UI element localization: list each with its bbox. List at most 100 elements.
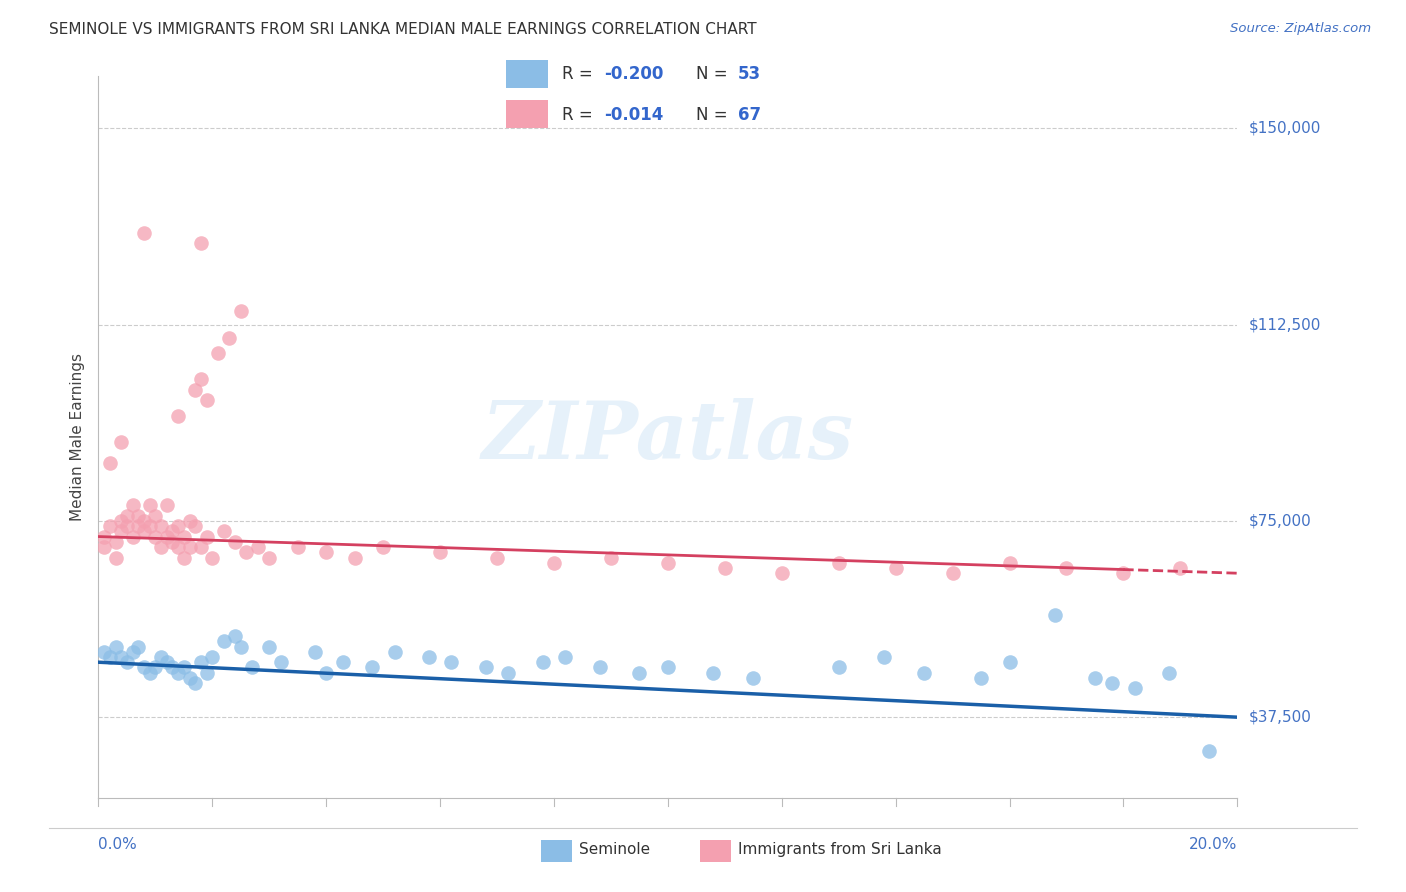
Text: N =: N =: [696, 64, 733, 83]
Point: [127, 519, 149, 533]
Point: [104, 640, 127, 654]
Point: [224, 534, 246, 549]
Point: [702, 665, 724, 680]
Text: $37,500: $37,500: [1249, 710, 1312, 724]
Point: [150, 519, 173, 533]
Text: 20.0%: 20.0%: [1189, 838, 1237, 852]
Point: [121, 645, 143, 659]
Point: [184, 383, 207, 397]
Point: [224, 629, 246, 643]
Text: R =: R =: [562, 105, 599, 124]
Point: [110, 435, 132, 450]
Point: [912, 665, 935, 680]
Point: [121, 498, 143, 512]
Point: [173, 530, 195, 544]
Point: [970, 671, 993, 685]
Point: [150, 540, 173, 554]
Point: [98, 519, 121, 533]
Point: [531, 655, 554, 669]
Point: [162, 660, 184, 674]
Point: [600, 550, 623, 565]
Point: [127, 508, 149, 523]
Point: [315, 665, 337, 680]
Point: [543, 556, 565, 570]
Point: [156, 655, 179, 669]
Point: [1170, 561, 1192, 575]
Point: [1123, 681, 1146, 696]
Point: [218, 330, 240, 344]
Point: [167, 519, 190, 533]
Point: [173, 550, 195, 565]
Point: [259, 640, 281, 654]
Point: [195, 530, 218, 544]
Text: -0.014: -0.014: [605, 105, 664, 124]
Point: [373, 540, 395, 554]
Y-axis label: Median Male Earnings: Median Male Earnings: [69, 353, 84, 521]
Point: [132, 226, 155, 240]
Point: [212, 634, 235, 648]
Point: [110, 514, 132, 528]
Point: [212, 524, 235, 539]
Point: [873, 650, 896, 665]
Point: [714, 561, 737, 575]
Point: [742, 671, 765, 685]
Point: [150, 650, 173, 665]
Point: [98, 650, 121, 665]
Point: [127, 640, 149, 654]
Point: [162, 524, 184, 539]
Point: [110, 524, 132, 539]
Point: [179, 514, 201, 528]
Text: 67: 67: [738, 105, 761, 124]
Point: [1198, 744, 1220, 758]
Point: [1101, 676, 1123, 690]
Point: [240, 660, 263, 674]
Point: [486, 550, 509, 565]
Point: [229, 304, 252, 318]
Point: [93, 540, 115, 554]
Text: $150,000: $150,000: [1249, 120, 1320, 136]
Text: $112,500: $112,500: [1249, 317, 1320, 332]
Point: [93, 530, 115, 544]
Point: [195, 665, 218, 680]
Text: 53: 53: [738, 64, 761, 83]
Point: [167, 409, 190, 424]
Point: [270, 655, 292, 669]
Point: [145, 530, 167, 544]
Point: [104, 534, 127, 549]
Point: [115, 519, 138, 533]
Text: 0.0%: 0.0%: [98, 838, 138, 852]
Point: [474, 660, 496, 674]
Point: [115, 508, 138, 523]
Point: [115, 655, 138, 669]
Point: [287, 540, 309, 554]
Point: [173, 660, 195, 674]
Point: [884, 561, 907, 575]
Text: Seminole: Seminole: [579, 842, 651, 856]
Point: [440, 655, 463, 669]
Text: $75,000: $75,000: [1249, 514, 1312, 528]
Point: [179, 540, 201, 554]
Point: [304, 645, 326, 659]
Point: [628, 665, 651, 680]
Point: [1056, 561, 1078, 575]
Point: [343, 550, 366, 565]
Point: [167, 665, 190, 680]
Bar: [506, 60, 548, 87]
Point: [98, 456, 121, 470]
Point: [259, 550, 281, 565]
Point: [190, 236, 212, 251]
Text: R =: R =: [562, 64, 599, 83]
Point: [104, 550, 127, 565]
Point: [942, 566, 965, 581]
Point: [246, 540, 269, 554]
Point: [657, 660, 679, 674]
Point: [179, 671, 201, 685]
Point: [162, 534, 184, 549]
Point: [207, 346, 229, 360]
Text: Source: ZipAtlas.com: Source: ZipAtlas.com: [1230, 22, 1371, 36]
Point: [384, 645, 406, 659]
Text: N =: N =: [696, 105, 733, 124]
Point: [138, 498, 160, 512]
Point: [998, 655, 1021, 669]
Point: [828, 660, 851, 674]
